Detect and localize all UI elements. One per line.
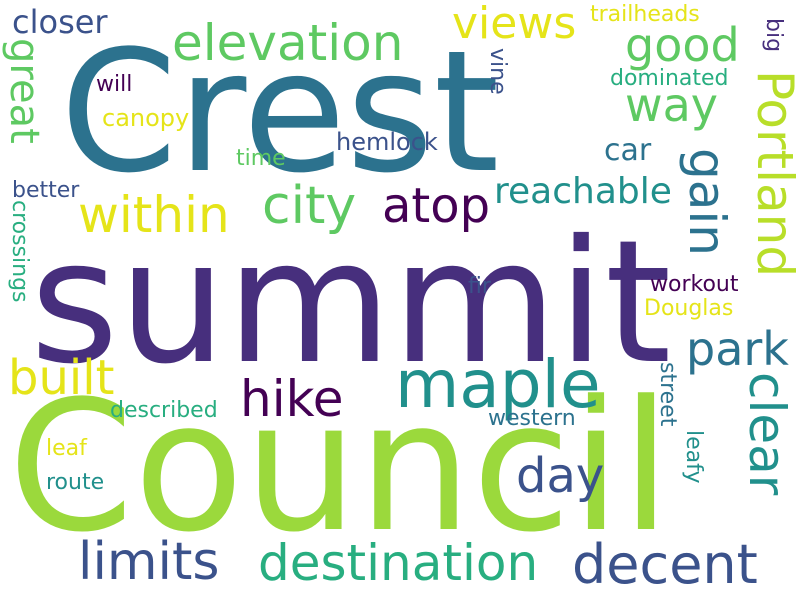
word-workout: workout	[650, 272, 739, 297]
word-gain: gain	[678, 148, 736, 256]
word-views: views	[452, 0, 577, 49]
word-leafy: leafy	[681, 430, 706, 484]
word-great: great	[1, 38, 47, 144]
word-within: within	[78, 186, 230, 244]
word-day: day	[516, 448, 605, 504]
word-way: way	[625, 78, 719, 132]
word-portland: Portland	[746, 70, 800, 278]
word-crossings: crossings	[7, 200, 32, 303]
word-destination: destination	[258, 534, 539, 592]
word-elevation: elevation	[172, 14, 404, 72]
word-street: street	[655, 362, 680, 427]
word-decent: decent	[572, 533, 758, 596]
word-council: Council	[8, 363, 671, 572]
word-good: good	[625, 18, 740, 72]
word-better: better	[12, 178, 80, 203]
word-limits: limits	[78, 532, 220, 592]
word-described: described	[110, 398, 218, 423]
word-douglas: Douglas	[644, 296, 734, 321]
word-clear: clear	[738, 372, 796, 496]
word-hike: hike	[240, 370, 344, 428]
word-dominated: dominated	[610, 66, 729, 91]
word-park: park	[686, 322, 789, 376]
word-canopy: canopy	[102, 104, 190, 132]
word-summit: summit	[30, 204, 672, 402]
word-hemlock: hemlock	[336, 128, 438, 156]
word-vine: vine	[485, 48, 510, 95]
word-built: built	[8, 350, 115, 406]
word-trailheads: trailheads	[590, 2, 700, 27]
word-maple: maple	[395, 346, 601, 423]
word-leaf: leaf	[46, 436, 87, 461]
word-western: western	[488, 406, 576, 431]
word-crest: Crest	[60, 14, 500, 210]
word-city: city	[262, 176, 357, 236]
word-route: route	[46, 470, 105, 495]
word-atop: atop	[382, 178, 491, 234]
word-closer: closer	[12, 3, 108, 41]
word-fir: fir	[468, 274, 491, 299]
word-car: car	[604, 133, 652, 168]
word-big: big	[761, 18, 786, 53]
word-will: will	[96, 72, 133, 97]
word-time: time	[236, 146, 286, 171]
word-reachable: reachable	[494, 171, 672, 212]
